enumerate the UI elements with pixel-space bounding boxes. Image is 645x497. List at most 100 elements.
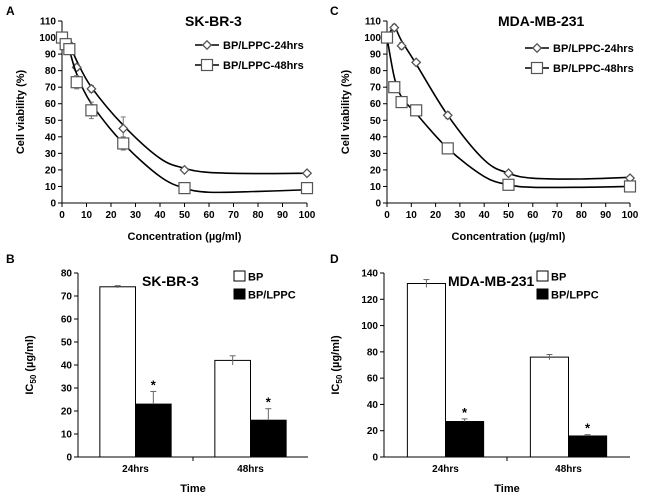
- panel-a: ASK-BR-30102030405060708090100110Concent…: [6, 4, 316, 243]
- panel-letter: A: [6, 4, 15, 18]
- legend-marker-square: [200, 58, 214, 72]
- y-tick-label: 40: [367, 400, 379, 411]
- data-point-square: [85, 104, 98, 117]
- y-tick-label: 60: [61, 315, 73, 326]
- data-point-square: [63, 43, 76, 56]
- x-tick-label: 80: [576, 210, 588, 221]
- y-tick-label: 80: [45, 66, 57, 77]
- significance-marker: *: [266, 395, 272, 410]
- x-tick-label: 30: [454, 210, 466, 221]
- y-tick-label: 10: [61, 430, 73, 441]
- data-point-square: [178, 182, 191, 195]
- legend-label: BP/LPPC-48hrs: [553, 63, 634, 75]
- x-axis-label: Time: [494, 483, 519, 495]
- y-axis-label: Cell viability (%): [340, 69, 352, 154]
- x-category-label: 24hrs: [122, 464, 149, 475]
- x-category-label: 24hrs: [432, 464, 459, 475]
- y-tick-label: 50: [45, 116, 57, 127]
- bar-bp: [214, 359, 252, 458]
- y-axis-label-subscript: 50: [29, 374, 38, 383]
- y-tick-label: 20: [370, 165, 382, 176]
- y-tick-label: 20: [61, 407, 73, 418]
- x-tick-label: 60: [203, 210, 215, 221]
- data-point-square: [117, 137, 130, 150]
- data-point-diamond: [503, 168, 514, 179]
- x-tick-label: 50: [503, 210, 515, 221]
- legend-label: BP: [551, 272, 566, 284]
- legend-label: BP/LPPC-48hrs: [223, 60, 304, 72]
- x-axis-label: Concentration (µg/ml): [128, 231, 242, 243]
- data-point-square: [441, 142, 454, 155]
- legend-swatch: [536, 270, 549, 282]
- chart-title: MDA-MB-231: [498, 13, 585, 29]
- chart-title: MDA-MB-231: [448, 273, 535, 289]
- data-point-square: [70, 76, 83, 89]
- x-tick-label: 0: [384, 210, 390, 221]
- x-tick-label: 70: [228, 210, 240, 221]
- y-tick-label: 20: [45, 165, 57, 176]
- x-tick-label: 90: [600, 210, 612, 221]
- series-square: [55, 31, 314, 195]
- series-curve: [386, 26, 631, 180]
- y-tick-label: 140: [361, 269, 378, 280]
- y-tick-label: 30: [61, 384, 73, 395]
- y-tick-label: 50: [370, 116, 382, 127]
- data-point-diamond: [86, 83, 97, 94]
- x-tick-label: 70: [552, 210, 564, 221]
- legend-swatch: [233, 270, 246, 282]
- panel-c: CMDA-MB-2310102030405060708090100110Conc…: [330, 4, 639, 243]
- legend-label: BP/LPPC-24hrs: [553, 43, 634, 55]
- y-tick-label: 40: [61, 361, 73, 372]
- data-point-diamond: [301, 168, 313, 179]
- x-category-label: 48hrs: [237, 464, 264, 475]
- bar-bp-lppc: [445, 421, 485, 458]
- y-tick-label: 60: [367, 374, 379, 385]
- y-tick-label: 100: [361, 321, 378, 332]
- bar-bp-lppc: [568, 435, 608, 458]
- y-tick-label: 40: [45, 132, 57, 143]
- y-axis-label: IC50 (µg/ml): [24, 335, 38, 395]
- bar-bp: [99, 286, 136, 458]
- y-tick-label: 60: [45, 99, 57, 110]
- x-axis-label: Concentration (µg/ml): [452, 231, 566, 243]
- x-tick-label: 40: [479, 210, 491, 221]
- bar-bp-lppc: [135, 403, 172, 458]
- y-tick-label: 80: [370, 66, 382, 77]
- y-axis-label-subscript: 50: [335, 374, 344, 383]
- data-point-diamond: [411, 57, 422, 68]
- legend-marker-square: [530, 61, 544, 75]
- legend-label: BP: [248, 272, 263, 284]
- y-tick-label: 0: [375, 199, 381, 210]
- series-square: [380, 31, 637, 193]
- legend-swatch: [536, 288, 549, 300]
- y-tick-label: 0: [66, 453, 72, 464]
- x-tick-label: 10: [81, 210, 93, 221]
- x-tick-label: 0: [59, 210, 65, 221]
- x-category-label: 48hrs: [555, 464, 582, 475]
- y-tick-label: 20: [367, 426, 379, 437]
- bar-bp: [406, 283, 446, 458]
- legend-label: BP/LPPC: [551, 290, 599, 302]
- y-tick-label: 80: [367, 347, 379, 358]
- x-tick-label: 10: [406, 210, 418, 221]
- y-tick-label: 100: [364, 33, 381, 44]
- data-point-square: [502, 178, 515, 191]
- x-tick-label: 50: [179, 210, 191, 221]
- data-point-square: [380, 31, 394, 44]
- x-axis-label: Time: [180, 483, 205, 495]
- data-point-diamond: [442, 110, 453, 121]
- x-tick-label: 90: [277, 210, 289, 221]
- y-tick-label: 110: [365, 17, 382, 28]
- legend-label: BP/LPPC: [248, 290, 296, 302]
- bar-bp: [529, 356, 569, 458]
- panel-d: D MDA-MB-231 0 20 40 60 80 100 120 140 Time IC50 (µ…: [330, 252, 630, 495]
- significance-marker: *: [462, 405, 468, 420]
- panel-letter: D: [330, 252, 339, 266]
- data-point-square: [395, 95, 408, 109]
- y-tick-label: 30: [370, 149, 382, 160]
- y-tick-label: 30: [45, 149, 57, 160]
- x-tick-label: 60: [527, 210, 539, 221]
- data-point-diamond: [118, 123, 129, 134]
